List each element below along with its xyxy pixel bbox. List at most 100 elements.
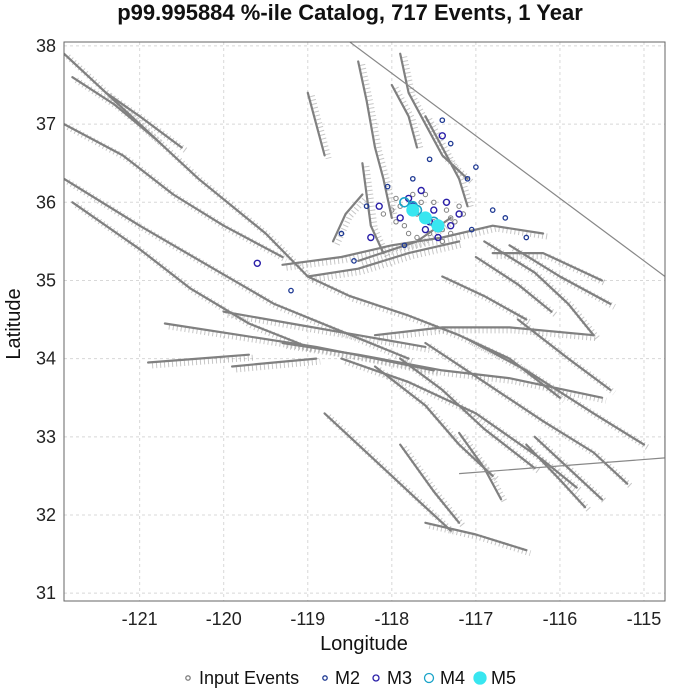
event-point-input-events	[410, 191, 416, 198]
event-point-m2	[426, 156, 433, 163]
event-point-m3	[438, 132, 446, 140]
y-tick-labels: 31 32 33 34 35 36 37 38	[36, 36, 56, 603]
legend: Input Events M2 M3 M4 M5	[185, 668, 516, 688]
event-point-m2	[489, 207, 496, 213]
fault-dip-hatch	[361, 218, 457, 267]
event-point-m3	[430, 206, 438, 214]
y-tick-label: 33	[36, 427, 56, 447]
fault-line	[340, 357, 578, 489]
event-point-input-events	[443, 207, 450, 213]
x-tick-label: -117	[459, 609, 494, 629]
fault-line	[64, 177, 410, 360]
fault-line	[491, 252, 604, 282]
legend-marker	[423, 672, 435, 684]
plot-content	[64, 42, 665, 557]
event-point-m5	[406, 203, 420, 217]
event-point-input-events	[393, 219, 399, 225]
legend-marker	[372, 674, 380, 682]
fault-line	[424, 521, 528, 552]
fault-line	[231, 357, 318, 368]
event-point-m2	[468, 226, 475, 233]
event-point-m5	[418, 211, 432, 225]
event-point-m2	[523, 234, 530, 241]
x-tick-label: -118	[374, 609, 409, 629]
fault-line	[508, 244, 612, 305]
event-point-input-events	[401, 223, 408, 229]
y-tick-label: 36	[36, 192, 56, 212]
y-tick-label: 37	[36, 114, 56, 134]
event-point-m5	[431, 219, 445, 233]
event-point-m2	[363, 203, 370, 210]
region-boundary	[349, 42, 665, 475]
fault-line	[281, 341, 604, 399]
y-tick-label: 34	[36, 349, 56, 369]
fault-line	[331, 193, 364, 243]
legend-marker	[473, 671, 487, 685]
event-point-input-events	[414, 234, 420, 241]
event-point-m2	[447, 140, 454, 147]
fault-line	[525, 443, 587, 509]
fault-line	[466, 338, 646, 446]
fault-dip-hatch	[478, 257, 558, 318]
event-point-m2	[502, 215, 509, 221]
event-point-input-events	[380, 211, 387, 217]
x-tick-label: -120	[206, 609, 242, 629]
region-polygon	[349, 42, 665, 475]
fault-dip-hatch	[536, 437, 609, 505]
fault-dip-hatch	[286, 225, 548, 271]
event-point-m2	[384, 183, 391, 190]
fault-line	[104, 91, 183, 149]
fault-line	[306, 91, 326, 157]
fault-line	[71, 201, 309, 348]
fault-dip-hatch	[445, 276, 532, 326]
legend-label: M3	[387, 668, 412, 688]
event-points	[253, 117, 530, 294]
fault-lines	[64, 52, 650, 557]
legend-label: M2	[335, 668, 360, 688]
fault-line	[424, 115, 469, 208]
event-point-m3	[421, 225, 430, 234]
legend-label: M5	[491, 668, 516, 688]
fault-line	[323, 412, 452, 532]
event-point-input-events	[439, 238, 445, 245]
x-tick-label: -119	[290, 609, 325, 629]
fault-line	[399, 357, 536, 470]
fault-line	[222, 310, 427, 348]
fault-line	[516, 318, 612, 391]
event-point-m3	[253, 259, 261, 267]
fault-line	[373, 326, 595, 337]
plot-frame	[63, 41, 666, 602]
event-point-input-events	[422, 191, 429, 198]
event-point-input-events	[452, 219, 458, 225]
fault-line	[357, 60, 393, 219]
fault-line	[483, 240, 595, 337]
x-tick-label: -115	[627, 609, 662, 629]
fault-line	[399, 443, 461, 524]
event-point-m3	[434, 233, 442, 242]
fault-dip-hatch	[151, 354, 254, 369]
event-point-m3	[367, 233, 375, 242]
x-tick-labels: -121 -120 -119 -118 -117 -116 -115	[122, 609, 662, 629]
event-point-m3	[455, 210, 463, 218]
event-point-input-events	[393, 195, 399, 202]
event-point-input-events	[426, 230, 433, 237]
event-point-m2	[401, 242, 408, 249]
fault-line	[64, 123, 284, 259]
event-point-m4	[399, 197, 410, 208]
grid-lines	[64, 42, 665, 601]
event-point-m2	[351, 258, 357, 264]
fault-dip-hatch	[66, 124, 288, 263]
fault-dip-hatch	[308, 95, 332, 160]
event-point-m2	[473, 164, 479, 170]
fault-line	[71, 76, 158, 141]
event-point-m3	[447, 221, 455, 230]
legend-label: Input Events	[199, 668, 299, 688]
fault-dip-hatch	[470, 339, 650, 451]
fault-line	[458, 431, 503, 501]
event-point-m3	[375, 202, 383, 210]
fault-dip-hatch	[401, 445, 466, 528]
y-tick-label: 38	[36, 36, 56, 56]
event-point-m2	[288, 287, 294, 294]
event-point-input-events	[448, 230, 454, 237]
